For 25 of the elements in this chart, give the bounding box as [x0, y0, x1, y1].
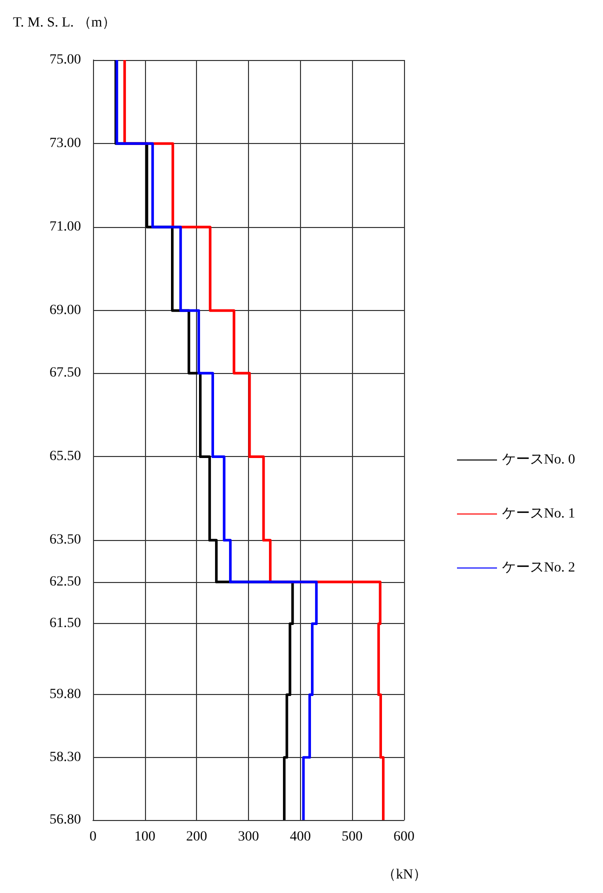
y-tick-label: 67.50: [50, 366, 81, 381]
y-tick-label: 56.80: [50, 812, 81, 828]
y-axis-title: T. M. S. L. （m）: [13, 16, 116, 30]
legend-label: ケースNo. 2: [502, 560, 576, 576]
legend-label: ケースNo. 0: [502, 452, 576, 468]
x-tick-label: 500: [342, 830, 363, 844]
y-tick-label: 62.50: [50, 574, 81, 590]
x-axis-title: （kN）: [382, 868, 428, 882]
y-tick-label: 71.00: [50, 220, 81, 235]
y-tick-label: 63.50: [50, 532, 81, 548]
y-tick-label: 65.50: [50, 449, 81, 464]
x-tick-label: 200: [186, 830, 208, 844]
x-tick-label: 600: [394, 830, 414, 844]
y-tick-label: 61.50: [50, 616, 81, 632]
x-tick-label: 0: [90, 830, 96, 844]
x-tick-label: 100: [134, 830, 156, 844]
y-tick-label: 69.00: [50, 303, 81, 318]
legend-label: ケースNo. 1: [502, 506, 576, 522]
x-tick-label: 400: [290, 830, 311, 844]
line-series: [123, 58, 385, 822]
y-tick-label: 58.30: [50, 750, 81, 765]
y-tick-label: 75.00: [50, 52, 81, 68]
y-tick-label: 73.00: [50, 136, 81, 152]
x-tick-label: 300: [238, 830, 259, 844]
y-tick-label: 59.80: [50, 687, 81, 702]
